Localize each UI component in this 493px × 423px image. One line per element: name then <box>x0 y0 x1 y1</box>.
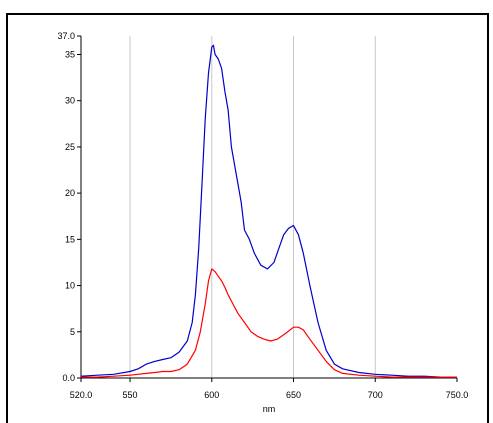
chart-frame <box>6 13 489 423</box>
series-line-2 <box>81 268 457 378</box>
x-tick-label: 550 <box>123 390 138 400</box>
y-tick-label: 20 <box>65 188 75 198</box>
x-tick-label: 700 <box>368 390 383 400</box>
grid-layer <box>129 36 376 378</box>
y-tick-label: 0.0 <box>62 373 75 383</box>
series-line-1 <box>80 44 457 378</box>
y-tick-label: 5 <box>70 327 75 337</box>
x-axis-title: nm <box>263 404 276 414</box>
y-tick-label: 15 <box>65 234 75 244</box>
y-tick-label: 37.0 <box>57 31 75 41</box>
y-tick-label: 25 <box>65 142 75 152</box>
x-tick-label: 520.0 <box>70 390 93 400</box>
y-tick-label: 30 <box>65 96 75 106</box>
x-tick-label: 750.0 <box>446 390 469 400</box>
x-tick-label: 650 <box>286 390 301 400</box>
x-tick-label: 600 <box>204 390 219 400</box>
tick-layer: 0.0 5 10 15 20 25 30 35 37.0 520.0 550 600 650 700 750… <box>57 31 468 400</box>
y-tick-label: 10 <box>65 281 75 291</box>
series-layer <box>80 44 457 378</box>
axes-layer <box>80 36 457 379</box>
y-tick-label: 35 <box>65 49 75 59</box>
